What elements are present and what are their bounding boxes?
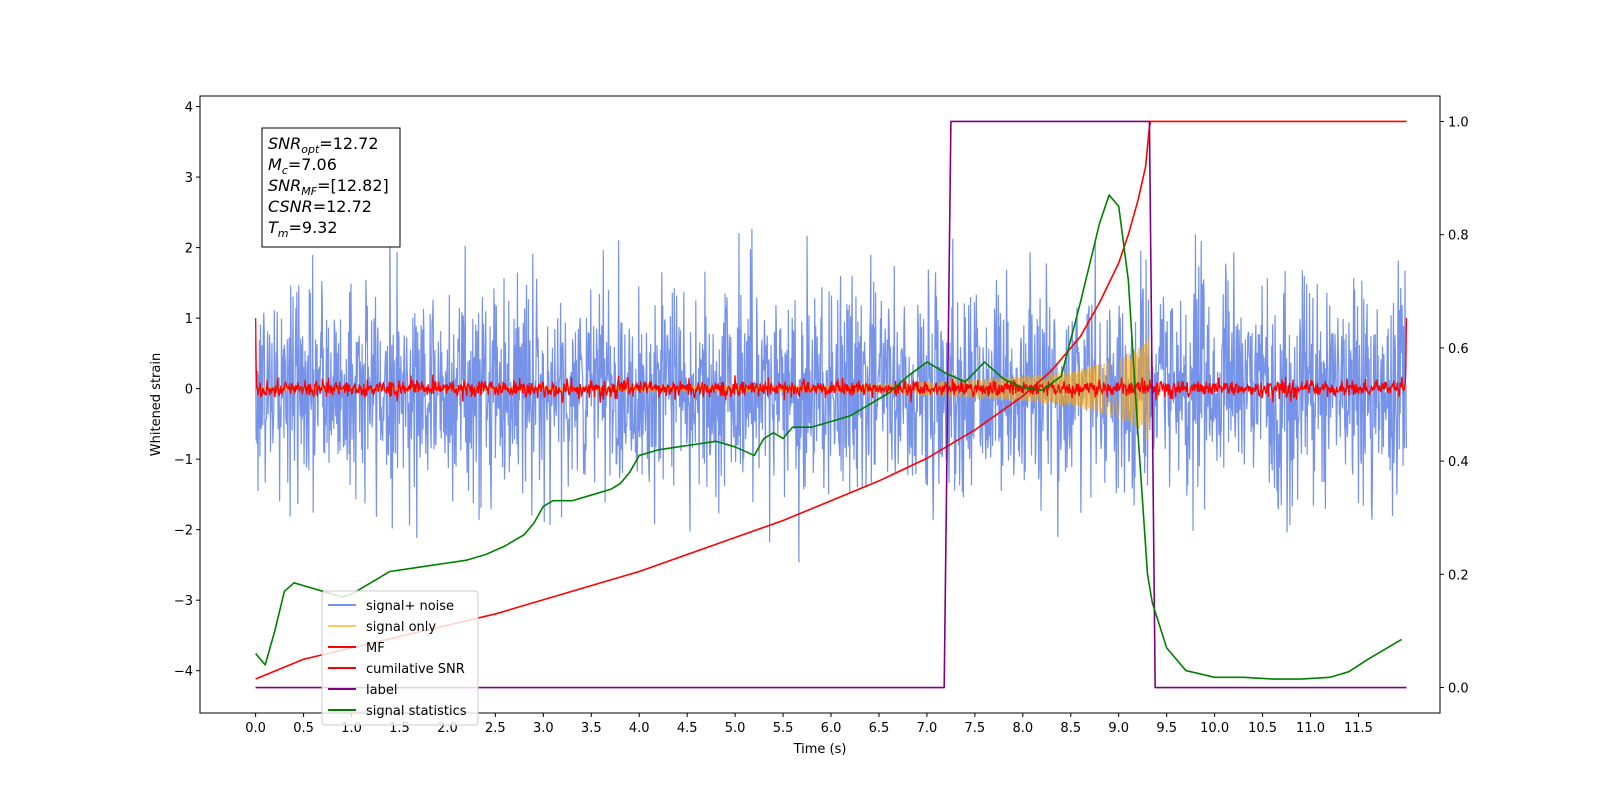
legend-label-mf: MF xyxy=(366,641,385,656)
series-signal-statistics xyxy=(255,194,1403,680)
y-axis-label-left: Whitened strain xyxy=(149,353,164,456)
x-axis-label: Time (s) xyxy=(793,742,847,757)
y-tick-label-left: 2 xyxy=(185,242,193,257)
y-tick-label-left: 1 xyxy=(185,312,193,327)
legend-label-signal-noise: signal+ noise xyxy=(366,599,454,614)
y-tick-label-left: 4 xyxy=(185,101,193,116)
legend-label-label: label xyxy=(366,683,397,698)
x-tick-label: 7.5 xyxy=(965,721,986,736)
y-tick-label-right: 0.0 xyxy=(1448,682,1469,697)
x-tick-label: 5.0 xyxy=(725,721,746,736)
stats-annotation-box: SNRopt=12.72Mc=7.06SNRMF=[12.82]CSNR=12.… xyxy=(261,127,401,248)
y-tick-label-right: 0.6 xyxy=(1448,342,1469,357)
legend: signal+ noise signal only MF cumilative SNR… xyxy=(321,590,479,726)
legend-box xyxy=(321,590,479,726)
x-tick-label: 2.5 xyxy=(485,721,506,736)
annotation-line: Tm=9.32 xyxy=(268,218,338,240)
axes-frame xyxy=(199,95,1441,714)
series-label xyxy=(255,120,1407,689)
x-tick-label: 9.5 xyxy=(1156,721,1177,736)
annotation-line: SNRMF=[12.82] xyxy=(268,176,389,198)
annotation-line: SNRopt=12.72 xyxy=(268,134,379,156)
annotation-box xyxy=(261,127,401,248)
y-tick-label-left: −1 xyxy=(174,453,193,468)
x-tick-label: 4.0 xyxy=(629,721,650,736)
x-tick-label: 6.5 xyxy=(869,721,890,736)
x-tick-label: 5.5 xyxy=(773,721,794,736)
x-tick-label: 8.5 xyxy=(1060,721,1081,736)
y-tick-label-right: 0.8 xyxy=(1448,229,1469,244)
x-tick-label: 11.0 xyxy=(1296,721,1325,736)
x-tick-label: 0.5 xyxy=(293,721,314,736)
y-tick-label-left: 3 xyxy=(185,171,193,186)
x-tick-label: 9.0 xyxy=(1108,721,1129,736)
y-tick-label-right: 1.0 xyxy=(1448,115,1469,130)
legend-label-cumilative-snr: cumilative SNR xyxy=(366,662,465,677)
x-tick-label: 10.0 xyxy=(1200,721,1229,736)
annotation-line: CSNR=12.72 xyxy=(268,197,372,216)
y-tick-label-right: 0.4 xyxy=(1448,455,1469,470)
x-tick-label: 0.0 xyxy=(245,721,266,736)
x-tick-label: 8.0 xyxy=(1012,721,1033,736)
x-tick-label: 7.0 xyxy=(917,721,938,736)
series-mf xyxy=(254,318,1408,403)
legend-label-signal-only: signal only xyxy=(366,620,436,635)
x-tick-label: 4.5 xyxy=(677,721,698,736)
x-tick-label: 10.5 xyxy=(1248,721,1277,736)
x-tick-label: 6.0 xyxy=(821,721,842,736)
x-tick-label: 3.0 xyxy=(533,721,554,736)
y-tick-label-left: 0 xyxy=(185,383,193,398)
legend-label-signal-statistics: signal statistics xyxy=(366,704,467,719)
y-tick-label-left: −2 xyxy=(174,524,193,539)
x-tick-label: 3.5 xyxy=(581,721,602,736)
annotation-line: Mc=7.06 xyxy=(268,155,337,177)
y-tick-label-left: −3 xyxy=(174,594,193,609)
y-tick-label-right: 0.2 xyxy=(1448,568,1469,583)
y-tick-label-left: −4 xyxy=(174,665,193,680)
x-tick-label: 11.5 xyxy=(1344,721,1373,736)
